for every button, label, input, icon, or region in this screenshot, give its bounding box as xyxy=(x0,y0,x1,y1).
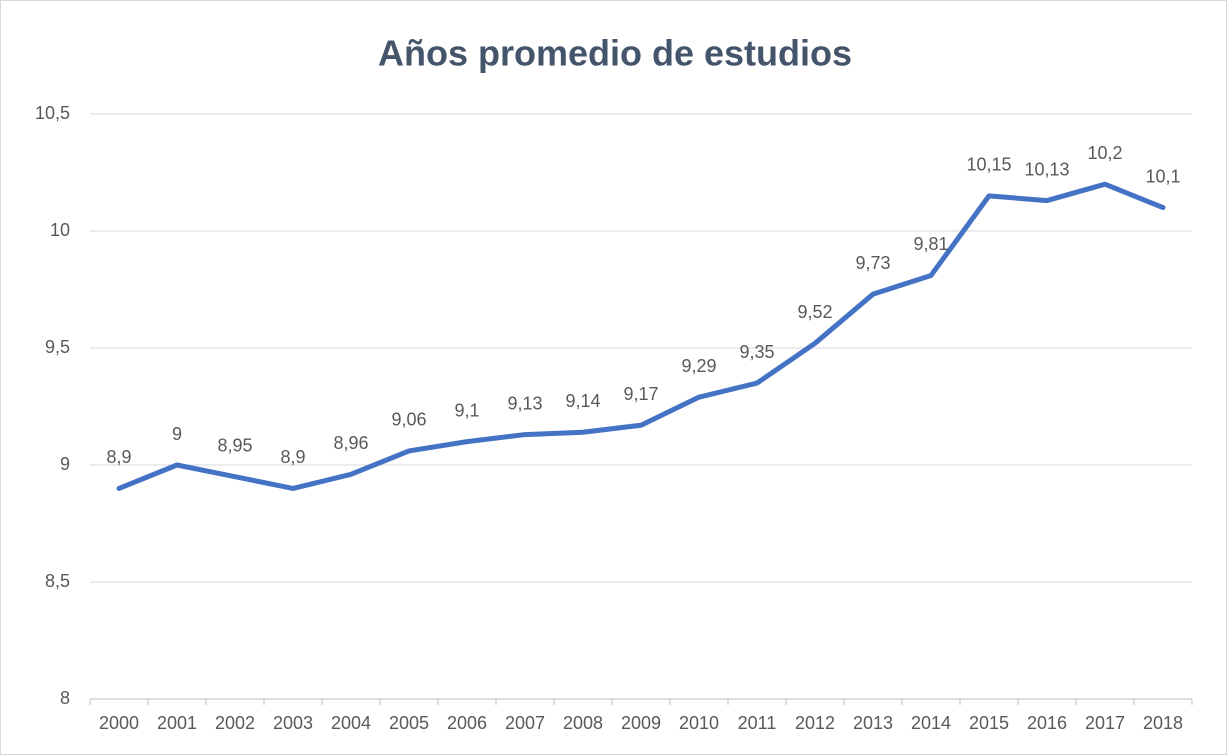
chart-title: Años promedio de estudios xyxy=(378,33,852,74)
x-tick-label: 2008 xyxy=(563,713,603,733)
data-label: 9,35 xyxy=(739,342,774,362)
y-tick-label: 10 xyxy=(50,220,70,240)
data-label: 8,96 xyxy=(333,433,368,453)
x-tick-label: 2003 xyxy=(273,713,313,733)
x-tick-label: 2011 xyxy=(738,713,777,733)
data-label: 10,15 xyxy=(966,155,1011,175)
y-tick-label: 8 xyxy=(60,688,70,708)
y-tick-label: 9,5 xyxy=(45,337,70,357)
data-label: 9,73 xyxy=(855,253,890,273)
x-tick-label: 2002 xyxy=(215,713,255,733)
data-label: 9,1 xyxy=(454,400,479,420)
y-tick-label: 9 xyxy=(60,454,70,474)
data-label: 8,9 xyxy=(280,447,305,467)
x-tick-label: 2012 xyxy=(795,713,835,733)
x-tick-label: 2009 xyxy=(621,713,661,733)
y-tick-label: 8,5 xyxy=(45,571,70,591)
data-label: 9 xyxy=(172,424,182,444)
x-tick-label: 2018 xyxy=(1143,713,1183,733)
data-label: 9,14 xyxy=(565,391,600,411)
x-tick-label: 2000 xyxy=(99,713,139,733)
y-tick-label: 10,5 xyxy=(35,103,70,123)
x-tick-label: 2004 xyxy=(331,713,371,733)
x-tick-label: 2006 xyxy=(447,713,487,733)
x-tick-label: 2017 xyxy=(1085,713,1125,733)
x-tick-label: 2014 xyxy=(911,713,951,733)
data-label: 8,95 xyxy=(217,435,252,455)
data-label: 10,1 xyxy=(1145,166,1180,186)
data-label: 9,13 xyxy=(507,393,542,413)
data-label: 9,81 xyxy=(913,234,948,254)
x-tick-label: 2001 xyxy=(157,713,197,733)
data-label: 10,2 xyxy=(1087,143,1122,163)
data-label: 8,9 xyxy=(106,447,131,467)
data-label: 9,06 xyxy=(391,410,426,430)
x-tick-label: 2016 xyxy=(1027,713,1067,733)
data-label: 9,29 xyxy=(681,356,716,376)
data-label: 10,13 xyxy=(1024,159,1069,179)
line-series xyxy=(116,181,1166,491)
x-tick-label: 2013 xyxy=(853,713,893,733)
data-label: 9,52 xyxy=(797,302,832,322)
data-label: 9,17 xyxy=(623,384,658,404)
x-tick-label: 2007 xyxy=(505,713,545,733)
x-tick-label: 2005 xyxy=(389,713,429,733)
x-tick-label: 2010 xyxy=(679,713,719,733)
x-tick-label: 2015 xyxy=(969,713,1009,733)
